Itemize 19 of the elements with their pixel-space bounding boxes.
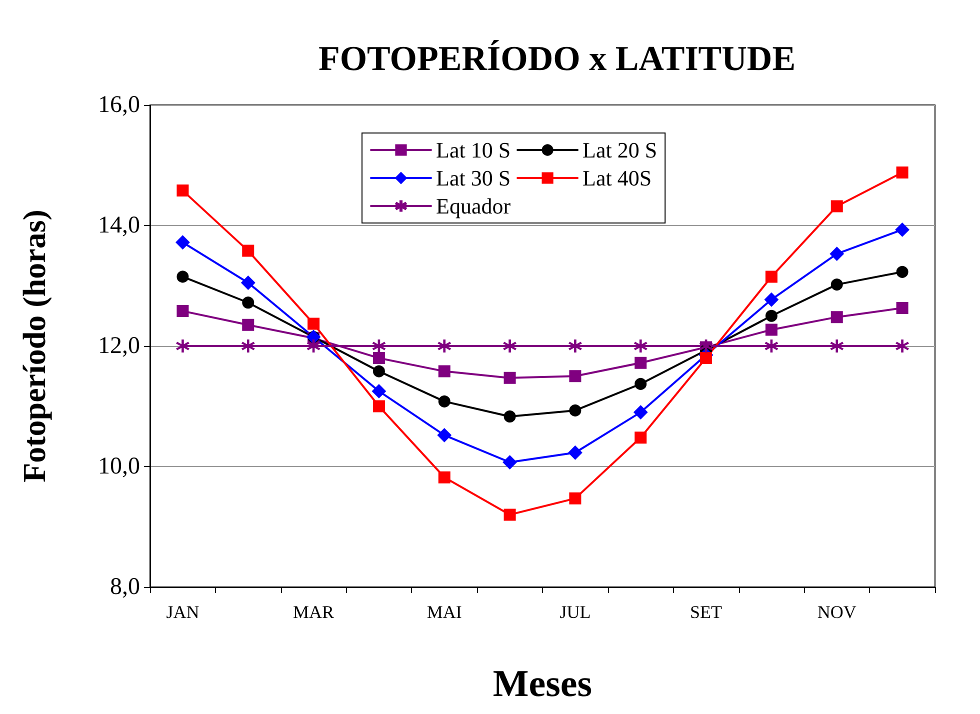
legend-label: Equador bbox=[436, 194, 512, 218]
x-axis-title: Meses bbox=[492, 663, 592, 705]
x-tick-label: JAN bbox=[166, 602, 200, 622]
chart-title: FOTOPERÍODO x LATITUDE bbox=[318, 39, 796, 78]
y-tick-label: 14,0 bbox=[98, 212, 140, 238]
y-axis-title: Fotoperíodo (horas) bbox=[16, 210, 52, 482]
x-tick-label: MAI bbox=[426, 602, 462, 622]
legend-label: Lat 20 S bbox=[582, 138, 658, 162]
y-tick-label: 16,0 bbox=[98, 92, 140, 118]
x-tick-label: NOV bbox=[817, 602, 856, 622]
legend-label: Lat 30 S bbox=[436, 166, 511, 190]
x-tick-label: MAR bbox=[293, 602, 334, 622]
x-tick-label: SET bbox=[690, 602, 722, 622]
y-tick-label: 12,0 bbox=[98, 333, 140, 359]
legend-label: Lat 40S bbox=[582, 166, 652, 190]
x-tick-label: JUL bbox=[560, 602, 591, 622]
y-tick-label: 10,0 bbox=[98, 454, 140, 480]
y-tick-label: 8,0 bbox=[110, 574, 140, 600]
legend-label: Lat 10 S bbox=[436, 138, 511, 162]
